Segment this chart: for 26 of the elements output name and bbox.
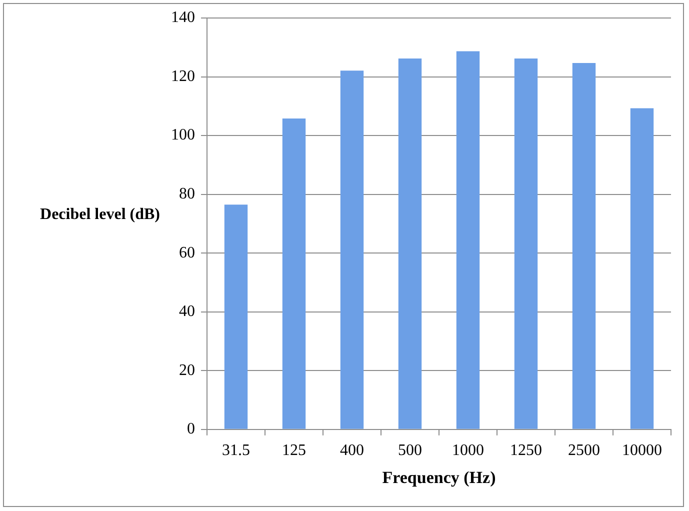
x-tick-label: 31.5	[222, 442, 250, 460]
x-tick-label: 1250	[510, 442, 542, 460]
y-tick-label: 100	[171, 126, 195, 144]
y-tick-label: 20	[179, 362, 195, 379]
x-tick-label: 125	[282, 442, 306, 460]
y-tick-label: 0	[187, 420, 195, 438]
y-tick-label: 120	[171, 68, 195, 85]
y-tick-label: 140	[171, 9, 195, 26]
bar	[514, 58, 538, 429]
bar	[630, 108, 654, 429]
y-tick-label: 40	[179, 303, 195, 320]
bar	[572, 62, 596, 429]
bar	[340, 70, 364, 429]
bar	[224, 204, 248, 429]
y-axis-title: Decibel level (dB)	[39, 205, 161, 225]
x-axis-title: Frequency (Hz)	[382, 468, 496, 488]
x-tick-label: 2500	[568, 442, 600, 460]
bar	[456, 51, 480, 429]
y-tick-label: 80	[179, 186, 195, 203]
bar	[282, 118, 306, 429]
bar	[398, 58, 422, 429]
x-tick-label: 500	[398, 442, 422, 460]
x-tick-label: 1000	[452, 442, 484, 460]
x-tick-label: 400	[340, 442, 364, 460]
x-tick-label: 10000	[622, 442, 662, 460]
y-tick-label: 60	[179, 244, 195, 262]
